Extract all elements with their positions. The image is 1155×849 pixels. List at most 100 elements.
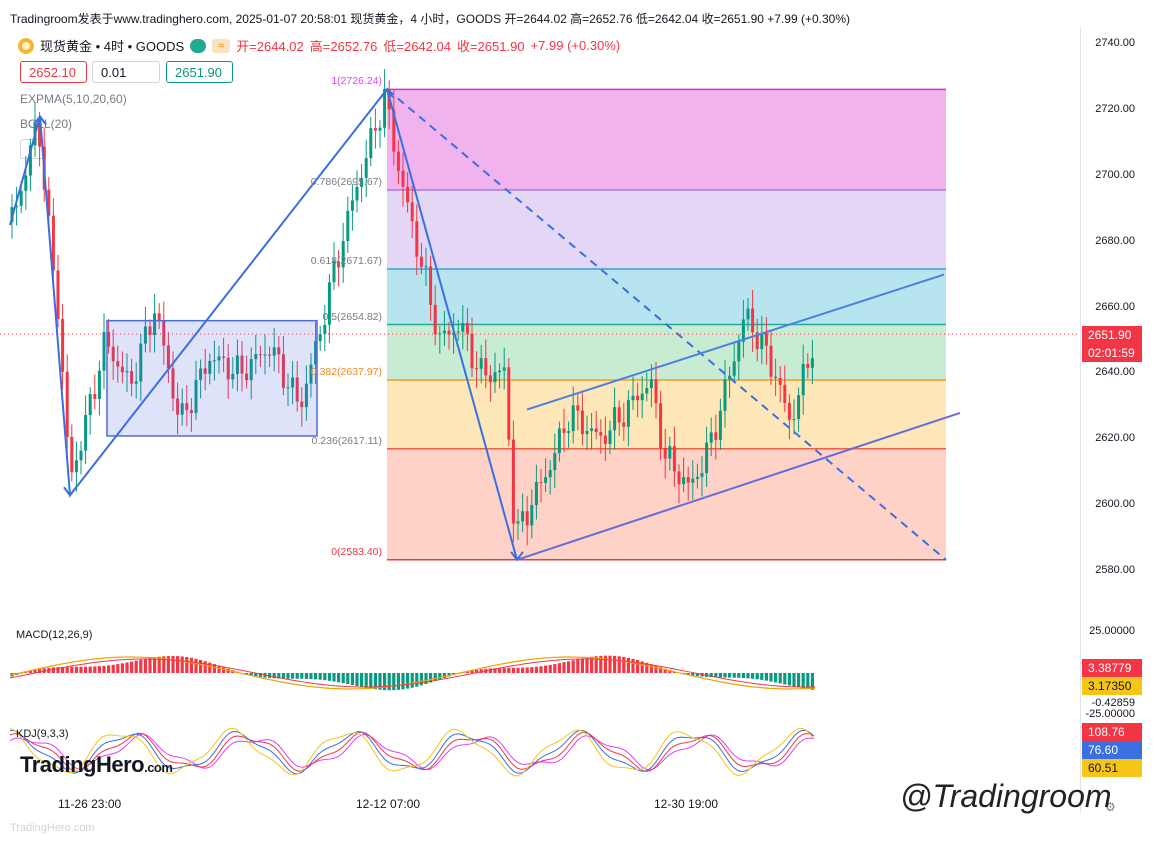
fib-label: 0.382(2637.97) xyxy=(310,366,382,379)
kdj-line xyxy=(9,729,815,775)
macd-bar xyxy=(410,673,414,688)
macd-bar xyxy=(396,673,400,690)
candle-body xyxy=(176,398,180,415)
macd-bar xyxy=(102,665,106,673)
candle-body xyxy=(557,428,561,454)
macd-bar xyxy=(562,662,566,673)
wave-icon: ≈ xyxy=(212,38,231,53)
price-axis-label: 2660.00 xyxy=(1095,300,1135,313)
macd-bar xyxy=(125,662,129,673)
high-value: 高=2652.76 xyxy=(309,39,378,54)
candle-body xyxy=(51,215,55,271)
candle-body xyxy=(355,186,359,201)
candle-body xyxy=(741,319,745,342)
macd-bar xyxy=(291,673,295,679)
candle-body xyxy=(649,379,653,389)
arrow-head xyxy=(510,551,524,562)
macd-bar xyxy=(254,673,258,677)
candle-body xyxy=(235,355,239,374)
price-axis-label: 2720.00 xyxy=(1095,102,1135,115)
candle-body xyxy=(143,326,147,344)
macd-bar xyxy=(300,673,304,679)
macd-bar xyxy=(608,655,612,673)
fib-label: 0.236(2617.11) xyxy=(311,434,382,447)
macd-bar xyxy=(61,666,65,673)
settings-icon[interactable]: ⚙ xyxy=(1105,800,1116,814)
candle-body xyxy=(74,460,78,473)
macd-bar xyxy=(507,667,511,673)
candle-body xyxy=(323,324,327,335)
macd-bar xyxy=(571,660,575,673)
macd-bar xyxy=(723,673,727,678)
price-axis-label: 2680.00 xyxy=(1095,234,1135,247)
kdj-title[interactable]: KDJ(9,3,3) xyxy=(16,728,69,740)
candle-body xyxy=(134,381,138,384)
macd-bar xyxy=(488,668,492,673)
candle-body xyxy=(429,266,433,305)
time-label-3: 12-30 19:00 xyxy=(654,797,719,811)
symbol-title[interactable]: 现货黄金 • 4时 • GOODS xyxy=(40,39,185,54)
macd-bar xyxy=(631,658,635,673)
macd-bar xyxy=(194,658,198,673)
macd-bar xyxy=(792,673,796,687)
candle-body xyxy=(571,405,575,432)
macd-bar xyxy=(539,666,543,673)
kdj-panel xyxy=(9,727,815,777)
sell-price-button[interactable]: 2652.10 xyxy=(20,61,87,83)
candle-body xyxy=(203,368,207,374)
candle-body xyxy=(263,354,267,356)
candle-body xyxy=(291,377,295,388)
macd-bar xyxy=(332,673,336,682)
candle-body xyxy=(406,186,410,203)
candle-body xyxy=(691,478,695,483)
macd-bar xyxy=(599,655,603,673)
macd-bar xyxy=(70,666,74,673)
candle-body xyxy=(424,266,428,268)
macd-bar xyxy=(580,658,584,673)
candle-body xyxy=(383,88,387,128)
candle-body xyxy=(516,521,520,524)
candle-body xyxy=(332,261,336,283)
candle-body xyxy=(539,481,543,483)
macd-title[interactable]: MACD(12,26,9) xyxy=(16,629,93,641)
candle-body xyxy=(415,221,419,257)
expma-indicator-label[interactable]: EXPMA(5,10,20,60) xyxy=(20,92,127,106)
candle-body xyxy=(419,256,423,268)
macd-bar xyxy=(516,667,520,673)
time-label-1: 11-26 23:00 xyxy=(58,797,122,811)
macd-bar xyxy=(622,656,626,673)
candle-body xyxy=(732,361,736,376)
macd-bar xyxy=(663,668,667,673)
candle-body xyxy=(97,370,101,399)
macd-bar xyxy=(107,665,111,673)
macd-bar xyxy=(258,673,262,677)
candle-body xyxy=(760,333,764,350)
symbol-legend: 现货黄金 • 4时 • GOODS ≈ 开=2644.02 高=2652.76 … xyxy=(18,36,620,55)
macd-bar xyxy=(111,664,115,673)
candle-body xyxy=(562,428,566,433)
candle-body xyxy=(700,473,704,477)
candle-body xyxy=(15,205,19,208)
macd-bar xyxy=(277,673,281,679)
macd-bar xyxy=(360,673,364,687)
candle-body xyxy=(277,347,281,355)
macd-bar xyxy=(810,673,814,690)
quantity-input[interactable]: 0.01 xyxy=(92,61,160,83)
macd-bar xyxy=(493,668,497,673)
macd-bar xyxy=(709,673,713,678)
candle-body xyxy=(622,422,626,427)
macd-bar xyxy=(249,673,253,676)
candle-body xyxy=(677,471,681,485)
macd-panel xyxy=(9,655,816,691)
macd-bar xyxy=(714,673,718,678)
candle-body xyxy=(148,326,152,335)
macd-value-3: -0.42859 xyxy=(1091,697,1135,709)
macd-bar xyxy=(576,659,580,673)
footer-watermark: TradingHero.com xyxy=(10,822,95,834)
buy-price-button[interactable]: 2651.90 xyxy=(166,61,233,83)
macd-bar xyxy=(475,669,479,673)
macd-bar xyxy=(433,673,437,682)
macd-bar xyxy=(208,662,212,673)
candle-body xyxy=(162,320,166,346)
